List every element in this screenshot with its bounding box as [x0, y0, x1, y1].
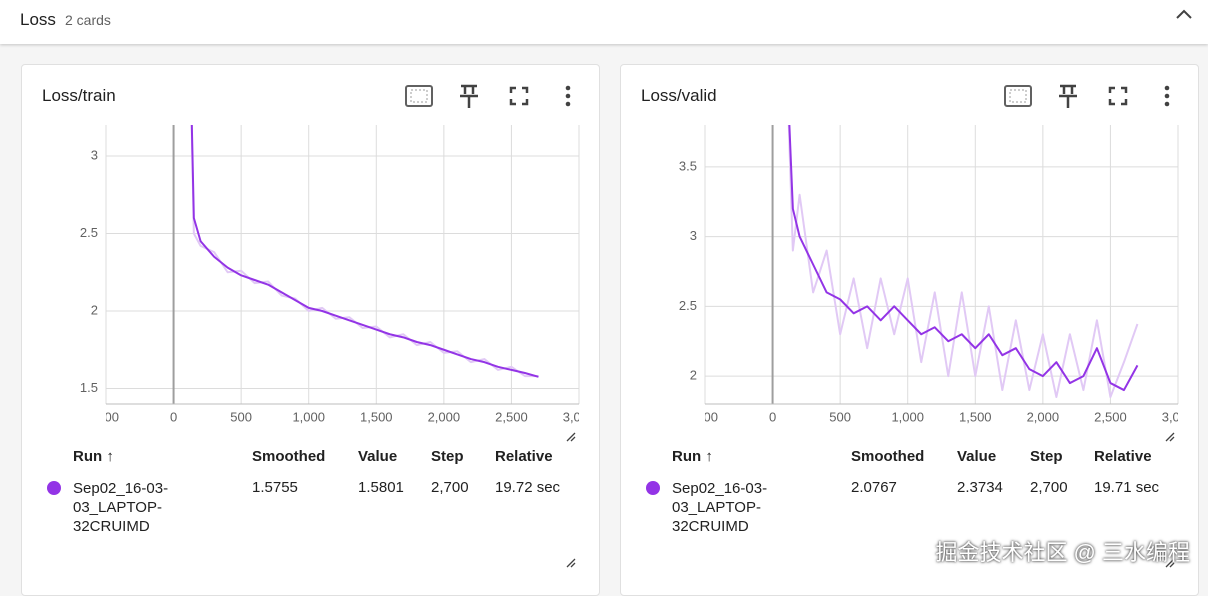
table-cell: 2,700: [431, 479, 469, 496]
pin-button[interactable]: [1059, 84, 1077, 108]
chart-title: Loss/valid: [641, 86, 717, 105]
section-count: 2 cards: [65, 12, 111, 28]
table-cell: 2.3734: [957, 479, 1003, 496]
x-tick-label: 2,500: [1094, 409, 1127, 424]
fullscreen-button[interactable]: [1108, 86, 1128, 106]
table-cell: 1.5755: [252, 479, 298, 496]
icon: [565, 85, 571, 91]
icon: [1164, 101, 1170, 107]
icon: [405, 85, 433, 107]
table-cell: 2,700: [1030, 479, 1068, 496]
x-tick-label: 3,000: [563, 409, 596, 424]
icon: [565, 101, 571, 107]
run-color: [47, 481, 61, 495]
resize-handle: [566, 558, 576, 568]
x-tick-label: 0: [769, 409, 776, 424]
x-axis-labels: -500 0 500 1,000 1,500 2,000 2,500 3,000: [93, 409, 596, 424]
icon: [410, 89, 428, 103]
pin-button[interactable]: [460, 84, 478, 108]
icon: [1009, 89, 1027, 103]
table-cell: 19.72 sec: [495, 479, 561, 496]
line-series: [190, 125, 539, 378]
x-tick-label: -500: [93, 409, 119, 424]
resize-handle: [1165, 558, 1175, 568]
plot: [190, 125, 539, 378]
table-header: Step: [431, 448, 464, 465]
table-cell: Sep02_16-03-03_LAPTOP-32CRUIMD: [672, 480, 768, 535]
section-title: Loss: [20, 10, 56, 29]
x-tick-label: 2,000: [1027, 409, 1060, 424]
x-axis-labels: -500 0 500 1,000 1,500 2,000 2,500 3,000: [692, 409, 1195, 424]
table-cell: 1.5801: [358, 479, 404, 496]
x-tick-label: 1,000: [891, 409, 924, 424]
fit-button[interactable]: [405, 85, 433, 107]
line-series: [788, 125, 1139, 392]
chart: 2 2.5 3 3.5 -500 0 500 1,000 1,500 2,000 2,500 3,00…: [679, 84, 1195, 568]
y-tick-label: 2: [690, 368, 697, 383]
y-tick-label: 3.5: [679, 158, 697, 173]
line-series: [190, 125, 539, 378]
table-cell: 2.0767: [851, 479, 897, 496]
x-tick-label: 500: [230, 409, 252, 424]
plot: [787, 125, 1139, 399]
menu-button[interactable]: [565, 85, 571, 107]
icon: [1164, 85, 1170, 91]
y-tick-label: 3: [91, 147, 98, 162]
table-header: Relative: [495, 448, 553, 465]
icon: [1164, 93, 1170, 99]
chart-card: Loss/train 1.5 2 2.5 3 -500 0 500 1,000 1,500 2,00…: [21, 64, 600, 596]
x-tick-label: 0: [170, 409, 177, 424]
icon: [565, 93, 571, 99]
y-tick-label: 1.5: [80, 380, 98, 395]
x-tick-label: -500: [692, 409, 718, 424]
line-series: [787, 125, 1139, 399]
run-color: [646, 481, 660, 495]
table-header: Value: [358, 448, 398, 465]
fit-button[interactable]: [1004, 85, 1032, 107]
y-tick-label: 2: [91, 302, 98, 317]
icon: [1004, 85, 1032, 107]
x-tick-label: 1,500: [959, 409, 992, 424]
icon: [1108, 86, 1128, 106]
icon: [1059, 84, 1077, 108]
icon: [460, 84, 478, 108]
x-tick-label: 2,000: [428, 409, 461, 424]
x-tick-label: 1,000: [292, 409, 325, 424]
y-tick-label: 2.5: [679, 298, 697, 313]
y-tick-label: 3: [690, 228, 697, 243]
resize-handle: [1165, 432, 1175, 442]
table-header: Step: [1030, 448, 1063, 465]
collapse-button[interactable]: [1174, 6, 1194, 26]
table-header: Relative: [1094, 448, 1152, 465]
watermark: 掘金技术社区 @ 三水编程: [935, 540, 1190, 565]
table-header[interactable]: Run ↑: [73, 448, 114, 465]
x-tick-label: 2,500: [495, 409, 528, 424]
y-tick-label: 2.5: [80, 225, 98, 240]
menu-button[interactable]: [1164, 85, 1170, 107]
resize-handle: [566, 432, 576, 442]
fullscreen-button[interactable]: [509, 86, 529, 106]
icon: [509, 86, 529, 106]
x-tick-label: 3,000: [1162, 409, 1195, 424]
table-header: Smoothed: [252, 448, 326, 465]
x-tick-label: 1,500: [360, 409, 393, 424]
chart: 1.5 2 2.5 3 -500 0 500 1,000 1,500 2,000 2,500 3,00…: [80, 84, 596, 568]
table-header[interactable]: Run ↑: [672, 448, 713, 465]
chart-title: Loss/train: [42, 86, 116, 105]
table-cell: Sep02_16-03-03_LAPTOP-32CRUIMD: [73, 480, 169, 535]
chart-card: Loss/valid 2 2.5 3 3.5 -500 0 500 1,000 1,500 2,00…: [620, 64, 1199, 596]
table-cell: 19.71 sec: [1094, 479, 1160, 496]
x-tick-label: 500: [829, 409, 851, 424]
table-header: Smoothed: [851, 448, 925, 465]
section-header: Loss 2 cards: [0, 0, 1208, 44]
table-header: Value: [957, 448, 997, 465]
